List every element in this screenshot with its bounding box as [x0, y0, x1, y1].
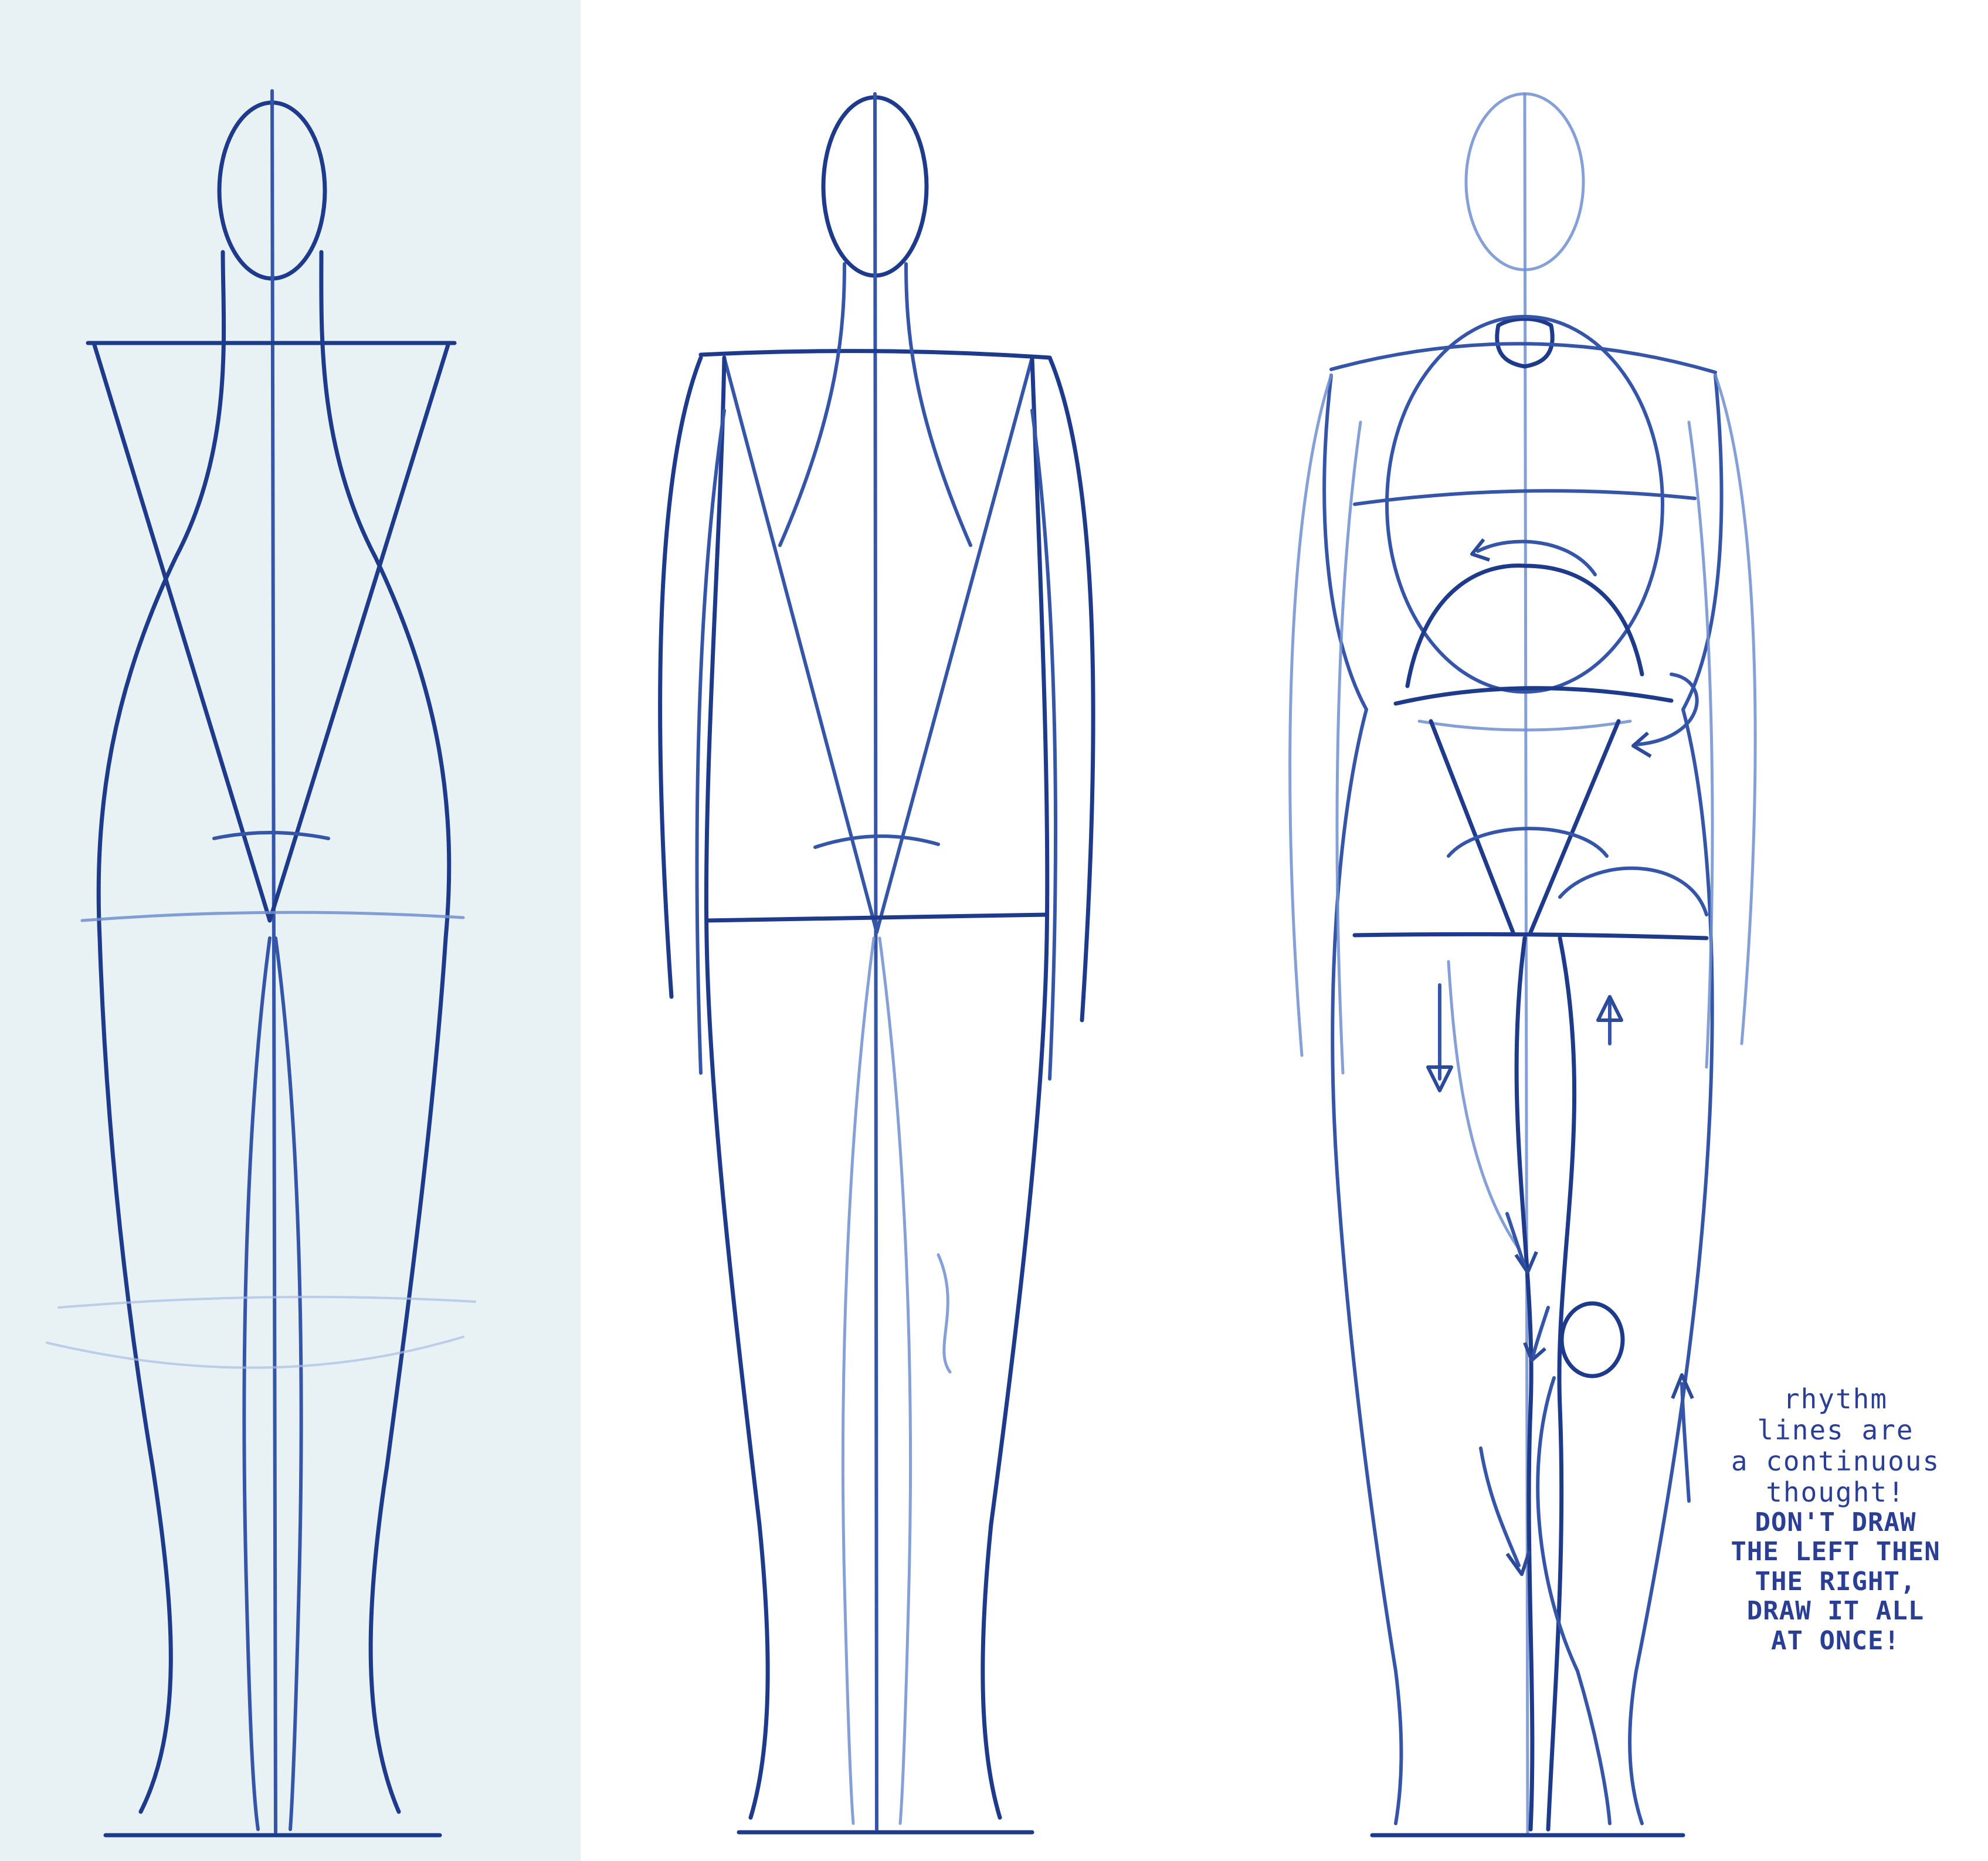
figure-3-hip-line: [1352, 932, 1709, 940]
figure-3-left-arm-outer: [1288, 373, 1333, 1057]
figure-1-knee-line: [57, 1296, 476, 1309]
arrow-rib-rotation: [1476, 539, 1597, 576]
figure-2-inner-leg-right: [878, 936, 912, 1825]
figure-2-contour-right: [981, 355, 1050, 1820]
figure-1-crotch-arc: [212, 831, 330, 840]
arrow-down-inner-thigh-head-icon: [1514, 1251, 1538, 1274]
arrow-waist-rotation: [1634, 673, 1699, 746]
figure-1-triangle-left: [91, 341, 272, 923]
figure-2-knee-hint: [937, 1253, 952, 1374]
figure-3-rib-arch: [1405, 563, 1644, 688]
figure-2-hip-line: [704, 912, 1049, 923]
arrow-down-knee-head-icon: [1523, 1342, 1546, 1362]
figure-2-neck-right: [904, 262, 972, 547]
figure-2-contour-left: [704, 355, 770, 1820]
note-line-4: thought!: [1766, 1476, 1905, 1508]
arrow-down-shin: [1479, 1446, 1521, 1567]
note-line-9: AT ONCE!: [1771, 1625, 1900, 1656]
figure-3-direction-arrows: [1426, 538, 1699, 1576]
rhythm-lines-note: rhythm lines are a continuous thought! D…: [1701, 1384, 1970, 1656]
figure-3-torso-left: [1322, 373, 1403, 1825]
arrow-down-shin-head-icon: [1505, 1550, 1531, 1576]
figure-3-ribcage-oval: [1385, 315, 1664, 694]
arrow-up-calf: [1680, 1382, 1691, 1503]
figure-1-inner-leg-left: [242, 936, 272, 1831]
figure-3-leg-rhythm-right: [1546, 936, 1577, 1832]
arrow-up-calf-head-icon: [1671, 1373, 1694, 1400]
figure-3-right-arm-inner: [1687, 420, 1714, 1069]
figure-2-contour-with-arms: [658, 92, 1095, 1835]
figure-1-construction-grid: [46, 89, 476, 1838]
figure-3-waist-band-lower: [1417, 719, 1632, 732]
figure-3-pit-of-neck: [1495, 317, 1555, 369]
figure-1-contour-right: [319, 250, 452, 1814]
arrow-down-knee: [1532, 1306, 1550, 1356]
figure-1-contour-left: [96, 250, 226, 1814]
note-line-7: THE RIGHT,: [1755, 1566, 1916, 1597]
figure-3-pelvis-triangle-right: [1528, 719, 1621, 935]
arrow-down-inner-thigh: [1505, 1212, 1526, 1268]
figure-2-shoulder-line: [698, 349, 1052, 360]
note-line-8: DRAW IT ALL: [1746, 1596, 1925, 1626]
figure-2-left-arm-inner: [695, 409, 726, 1075]
figure-3-thigh-arc: [1558, 866, 1708, 916]
note-line-6: THE LEFT THEN: [1731, 1537, 1940, 1567]
arrow-down-left-hip-head-icon: [1426, 1065, 1453, 1092]
note-line-3: a continuous: [1731, 1445, 1940, 1477]
note-line-1: rhythm: [1783, 1383, 1888, 1415]
figure-3-center-line: [1523, 92, 1529, 1837]
figure-3-ribcage-band: [1353, 489, 1697, 506]
figure-3-leg-rhythm-left: [1514, 936, 1535, 1832]
figure-1-center-line: [270, 89, 277, 1834]
note-line-5: DON'T DRAW: [1755, 1507, 1916, 1537]
figure-2-left-arm-outer: [658, 355, 703, 999]
arrow-rib-rotation-head-icon: [1470, 538, 1490, 562]
figure-3-shoulder-line: [1329, 342, 1717, 374]
figure-3-rhythm-lines: [1288, 92, 1757, 1838]
figure-3-kneecap: [1559, 1301, 1625, 1378]
figure-2-inner-leg-left: [841, 936, 876, 1825]
figure-2-center-line: [873, 92, 878, 1831]
figure-2-right-arm-inner: [1030, 409, 1057, 1081]
figure-1-triangle-right: [267, 341, 451, 923]
figure-3-waist-band: [1393, 686, 1674, 706]
figure-2-neck-left: [778, 262, 846, 547]
figure-3-right-arm-outer: [1714, 373, 1757, 1045]
figure-2-crotch-arc: [813, 834, 940, 849]
figure-1-inner-leg-right: [274, 936, 303, 1831]
figure-3-inner-thigh-light: [1447, 960, 1521, 1251]
figure-3-hip-arch: [1447, 827, 1609, 858]
figure-3-calf-rhythm: [1536, 1376, 1612, 1825]
note-line-2: lines are: [1757, 1414, 1914, 1446]
arrow-waist-rotation-head-icon: [1631, 731, 1652, 758]
figure-1-panel-background: [0, 0, 581, 1861]
figure-3-pelvis-triangle-left: [1429, 719, 1515, 935]
figure-1-knee-arc: [46, 1336, 464, 1369]
figure-1-hip-line: [80, 911, 465, 922]
figure-2-right-arm-outer: [1047, 355, 1095, 1023]
arrow-up-right-thigh-head-icon: [1596, 995, 1623, 1022]
figure-2-triangle-right: [875, 356, 1034, 934]
figure-3-left-arm-inner: [1335, 420, 1362, 1075]
figure-2-triangle-left: [722, 356, 878, 934]
